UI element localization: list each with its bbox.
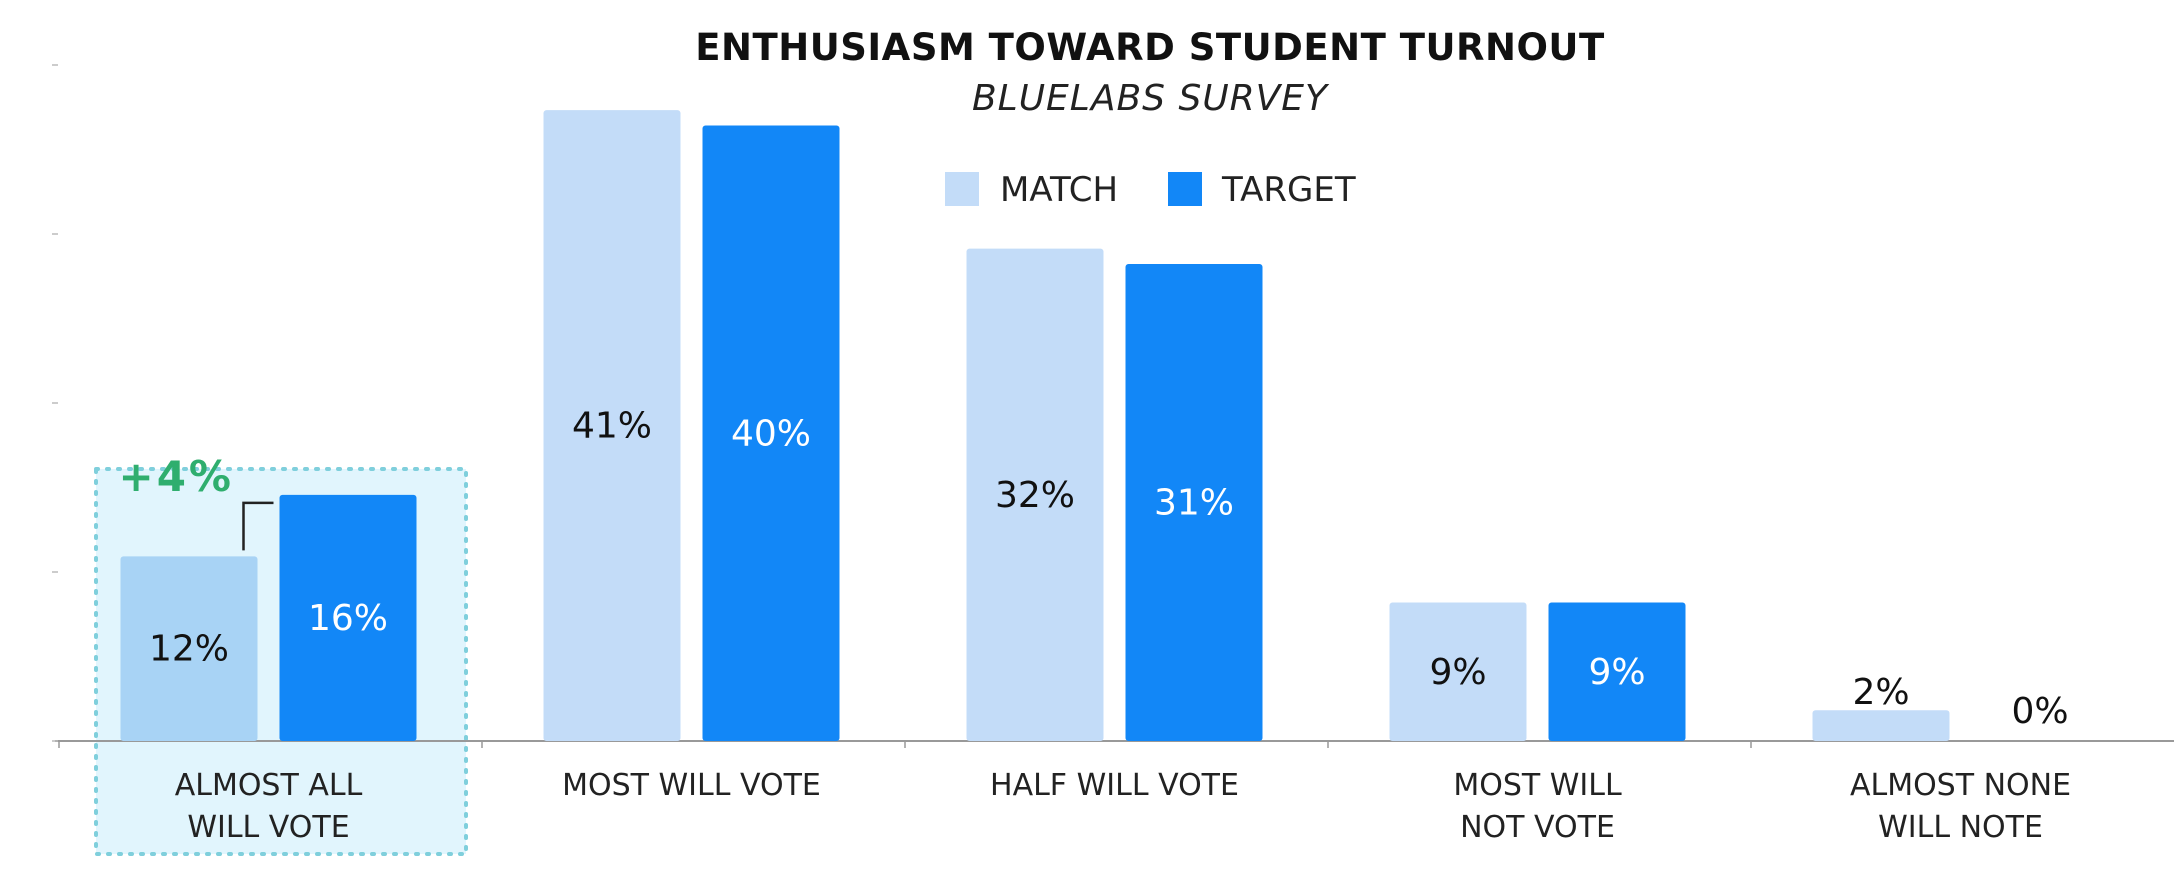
bar-target-4 <box>1548 602 1686 741</box>
chart-subtitle: BLUELABS SURVEY <box>972 78 1330 119</box>
value-label-match-3: 32% <box>995 475 1075 516</box>
bar-match-4 <box>1389 602 1527 741</box>
bar-target-1 <box>279 494 417 741</box>
value-label-target-5: 0% <box>2011 691 2068 732</box>
annotation-connector <box>242 501 274 551</box>
bar-match-3 <box>966 248 1104 742</box>
bar-match-1 <box>120 556 258 741</box>
bar-match-2 <box>543 110 681 742</box>
legend-swatch-match <box>945 172 979 206</box>
value-label-match-1: 12% <box>149 629 229 670</box>
category-label-1: ALMOST ALL WILL VOTE <box>175 768 363 845</box>
category-label-5: ALMOST NONE WILL NOTE <box>1850 768 2071 845</box>
annotation-difference: +4% <box>119 452 235 501</box>
bar-target-2 <box>702 125 840 741</box>
value-label-target-4: 9% <box>1588 652 1645 693</box>
value-label-match-5: 2% <box>1852 672 1909 713</box>
value-label-target-3: 31% <box>1154 483 1234 524</box>
value-label-match-2: 41% <box>572 406 652 447</box>
category-label-2: MOST WILL VOTE <box>562 768 821 803</box>
legend-label-target: TARGET <box>1221 170 1356 210</box>
bar-target-3 <box>1125 264 1263 741</box>
legend: MATCH TARGET <box>945 170 1356 210</box>
category-label-4: MOST WILL NOT VOTE <box>1453 768 1622 845</box>
value-label-target-1: 16% <box>308 598 388 639</box>
bar-match-5 <box>1812 710 1950 741</box>
legend-label-match: MATCH <box>1000 170 1118 210</box>
chart-title: ENTHUSIASM TOWARD STUDENT TURNOUT <box>695 26 1605 69</box>
value-label-match-4: 9% <box>1429 652 1486 693</box>
category-label-3: HALF WILL VOTE <box>990 768 1239 803</box>
legend-swatch-target <box>1168 172 1202 206</box>
value-label-target-2: 40% <box>731 413 811 454</box>
